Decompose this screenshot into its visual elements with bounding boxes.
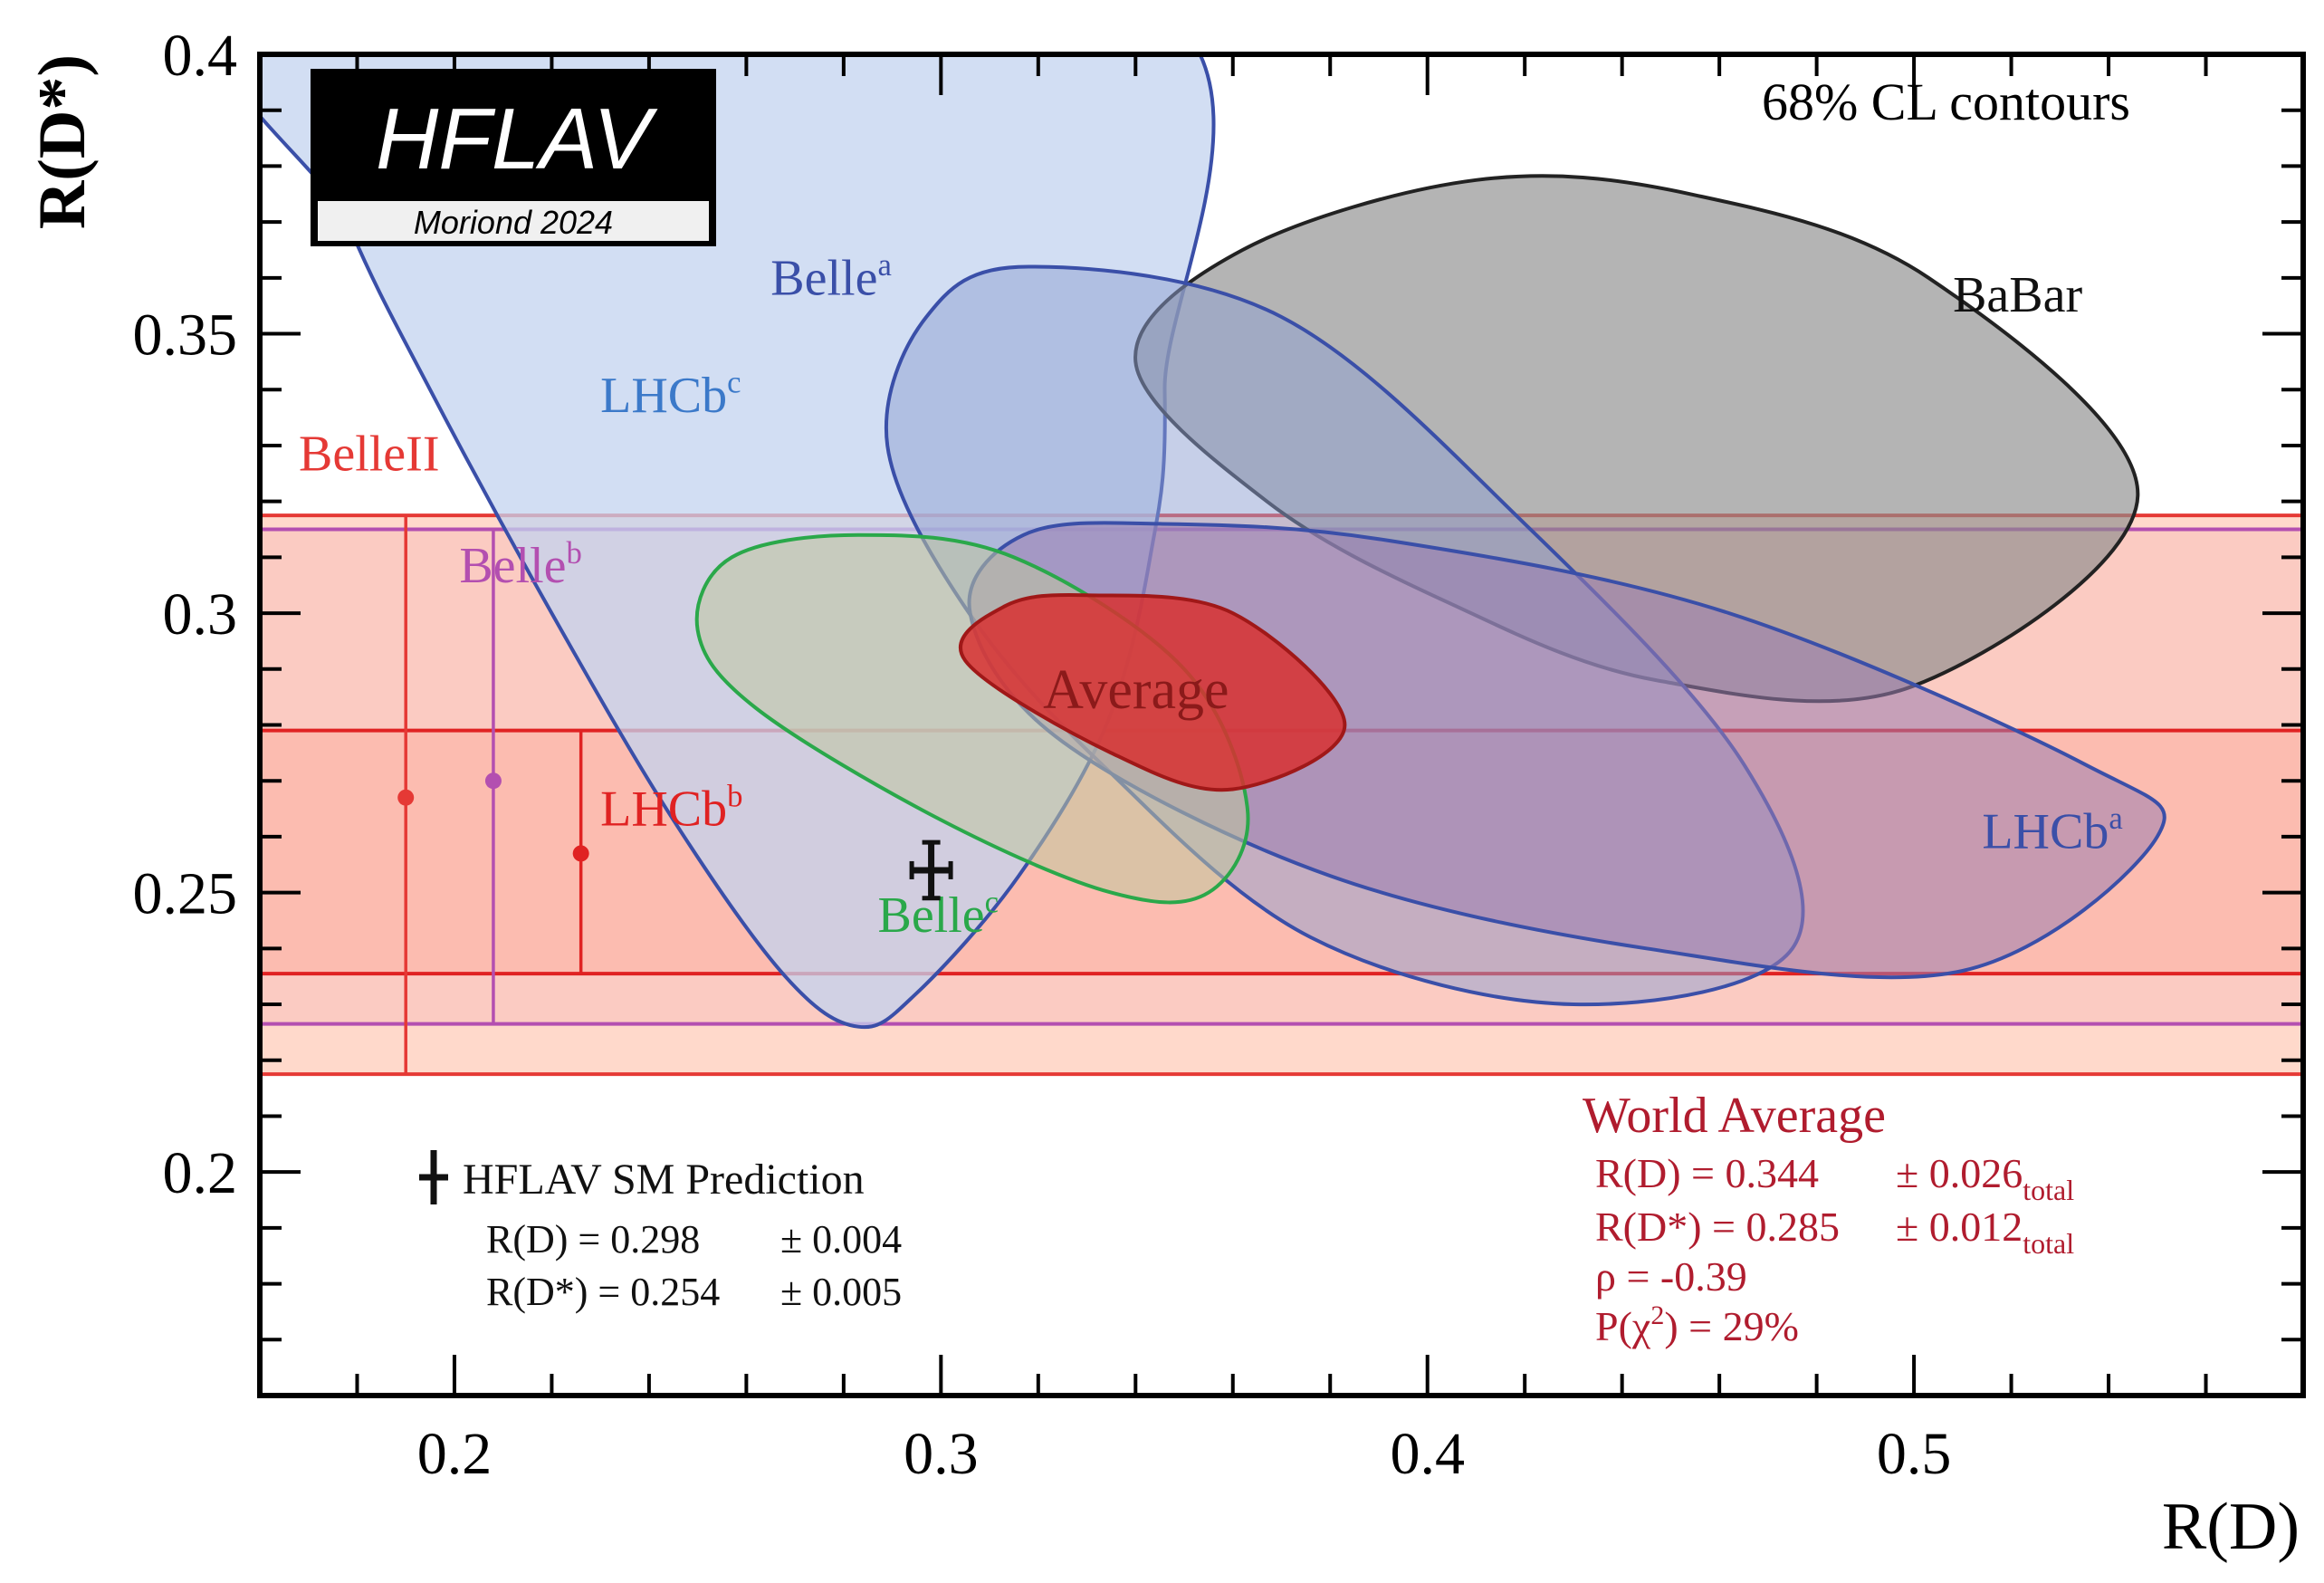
- y-tick-label: 0.3: [163, 581, 238, 648]
- sm-prediction: HFLAV SM Prediction R(D) = 0.298 ± 0.004 R(…: [419, 839, 953, 1314]
- label-lhcba: LHCba: [1982, 801, 2122, 859]
- axes: 0.2 0.3 0.4 0.5 0.2 0.25 0.3 0.35 0.4: [133, 23, 2306, 1487]
- label-lhcbc: LHCbc: [600, 365, 741, 424]
- label-bellec: Bellec: [877, 885, 999, 944]
- world-average-rd-value: R(D) = 0.344: [1595, 1150, 1819, 1196]
- y-tick-label: 0.2: [163, 1140, 238, 1206]
- label-bellea: Bellea: [770, 247, 892, 306]
- sm-rd-error: ± 0.004: [780, 1217, 902, 1262]
- y-tick-label: 0.25: [133, 861, 238, 927]
- world-average-pchi2: P(χ2) = 29%: [1595, 1300, 1799, 1349]
- chart-title: 68% CL contours: [1762, 72, 2130, 131]
- x-tick-label: 0.5: [1877, 1421, 1952, 1487]
- label-babar: BaBar: [1953, 267, 2082, 323]
- world-average-rd-error: ± 0.026total: [1896, 1150, 2074, 1206]
- contour-average: [958, 592, 1347, 792]
- world-average-box: World Average R(D) = 0.344 ± 0.026total R(D…: [1583, 1088, 2074, 1349]
- sm-rds-error: ± 0.005: [780, 1270, 902, 1314]
- y-tick-label: 0.4: [163, 23, 238, 89]
- band-belleb-marker-point: [484, 772, 502, 790]
- logo-subtitle: Moriond 2024: [414, 204, 613, 241]
- x-tick-label: 0.2: [417, 1421, 493, 1487]
- world-average-rds-error: ± 0.012total: [1896, 1204, 2074, 1260]
- logo-subtitle-box: [318, 201, 709, 241]
- band-markers: [397, 515, 589, 1075]
- contour-ellipses: [260, 54, 2166, 1030]
- label-lhcbb: LHCbb: [600, 778, 742, 837]
- contour-labels: Bellea BaBar LHCbc BelleII Belleb Average LHCb…: [299, 247, 2123, 944]
- label-belleb: Belleb: [459, 535, 582, 594]
- hflav-logo: HFLAV Moriond 2024: [311, 69, 716, 246]
- band-lhcbb-marker-point: [572, 845, 589, 862]
- sm-legend-label: HFLAV SM Prediction: [463, 1156, 865, 1204]
- world-average-rds-value: R(D*) = 0.285: [1595, 1204, 1840, 1250]
- y-tick-label: 0.35: [133, 302, 238, 369]
- sm-rds-value: R(D*) = 0.254: [486, 1270, 720, 1314]
- label-belleii: BelleII: [299, 427, 439, 483]
- sm-rd-value: R(D) = 0.298: [486, 1217, 700, 1262]
- x-axis-label: R(D): [2162, 1490, 2300, 1564]
- x-tick-label: 0.3: [904, 1421, 979, 1487]
- world-average-title: World Average: [1583, 1088, 1886, 1144]
- x-tick-label: 0.4: [1390, 1421, 1465, 1487]
- logo-title: HFLAV: [376, 91, 658, 187]
- world-average-rho: ρ = -0.39: [1595, 1253, 1747, 1300]
- y-axis-label: R(D*): [25, 54, 100, 229]
- label-average: Average: [1043, 659, 1229, 721]
- band-belleii-marker-point: [397, 789, 415, 806]
